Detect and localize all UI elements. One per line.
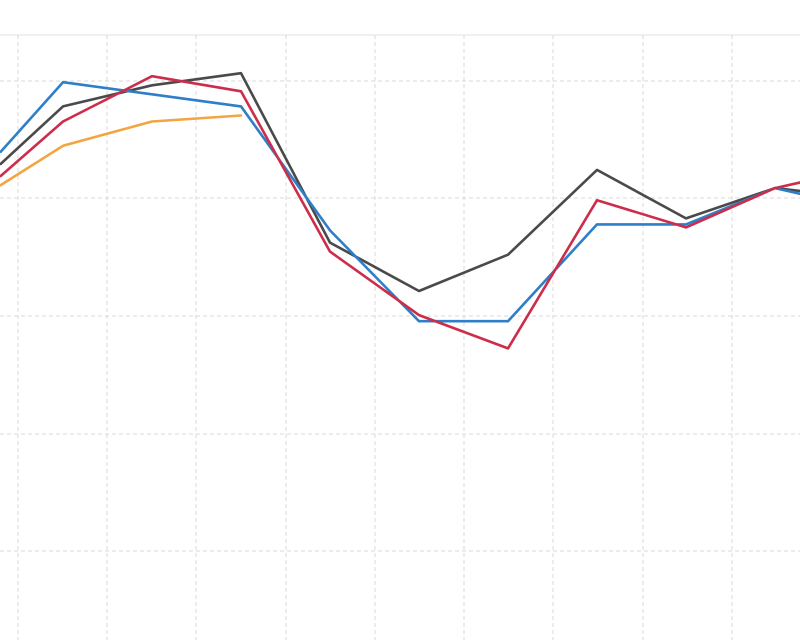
grid (0, 34, 800, 640)
series-line-1 (0, 71, 800, 293)
series-group (0, 71, 800, 350)
series-line-4 (0, 114, 243, 187)
series-line-2 (0, 80, 800, 323)
series-line-3 (0, 74, 800, 350)
